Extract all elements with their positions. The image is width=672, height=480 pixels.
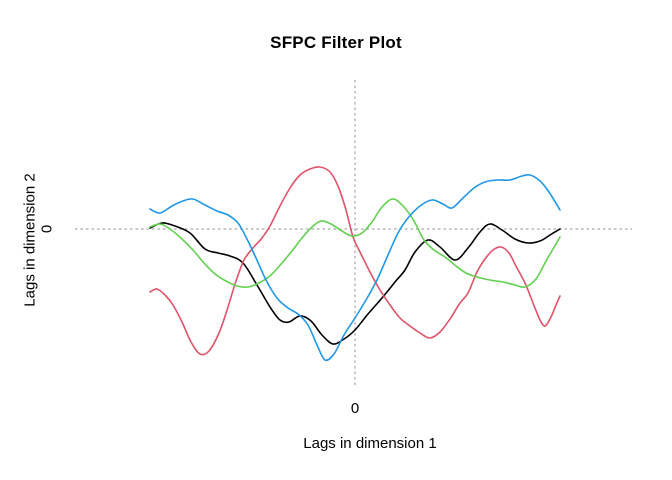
x-axis-tick-label-0: 0 [350,400,360,417]
filter-2-red-curve [149,166,561,356]
y-axis-label: Lags in dimension 2 [21,173,39,307]
chart-title: SFPC Filter Plot [270,33,402,52]
filter-1-black-curve [149,222,561,345]
x-axis-label: Lags in dimension 1 [303,435,437,452]
filter-3-green-curve [149,198,561,289]
filter-4-blue-curve [149,173,561,362]
y-axis-tick-label-0: 0 [38,224,56,234]
